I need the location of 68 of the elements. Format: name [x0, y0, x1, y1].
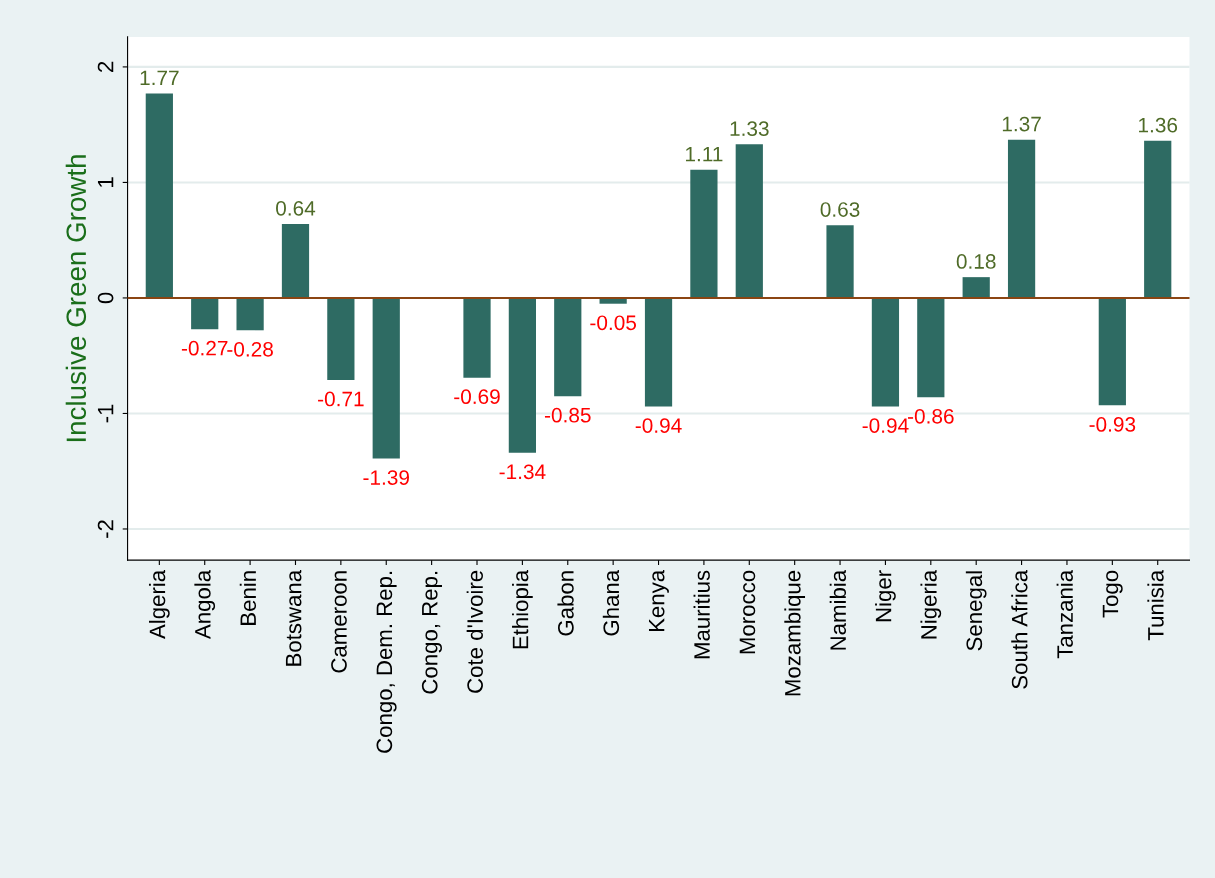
y-tick-label: 0 [97, 292, 114, 304]
x-tick-label: Botswana [285, 569, 302, 666]
bar [145, 93, 173, 298]
x-tick-label: Algeria [148, 569, 170, 640]
x-tick-label: Angola [194, 569, 216, 640]
x-tick-label: Mozambique [784, 570, 806, 696]
bar [191, 297, 219, 330]
x-tick-label: Togo [1102, 570, 1123, 618]
x-tick-label: Tunisia [1147, 569, 1164, 641]
data-label: 1.11 [686, 146, 723, 162]
x-tick-label: Nigeria [920, 569, 942, 639]
y-axis-title: Inclusive Green Growth [65, 155, 87, 442]
y-tick-label: 1 [97, 177, 114, 187]
data-label: 0.63 [820, 202, 860, 217]
bar [554, 297, 582, 397]
x-tick-label: Ethiopia [512, 569, 533, 649]
bar [735, 144, 763, 298]
data-label: -0.94 [635, 418, 682, 433]
data-label: -0.86 [908, 408, 954, 424]
bar [236, 297, 264, 331]
bar [1007, 139, 1036, 298]
data-label: -0.28 [227, 341, 273, 357]
data-label: -0.27 [181, 340, 228, 356]
bar [962, 277, 990, 298]
x-tick-label: Gabon [557, 571, 574, 636]
bar [917, 297, 945, 398]
bar [327, 297, 355, 380]
data-label: -1.39 [363, 470, 409, 485]
bar [1144, 140, 1172, 298]
data-label: 0.64 [276, 200, 316, 216]
bar [826, 225, 854, 298]
data-label: -0.85 [544, 407, 591, 423]
y-tick-label: -2 [97, 520, 114, 538]
bar [871, 297, 900, 407]
x-tick-label: Benin [239, 571, 257, 625]
bar [644, 297, 673, 407]
x-tick-label: Morocco [739, 570, 756, 654]
bar [1098, 297, 1126, 406]
x-tick-label: Kenya [648, 569, 669, 632]
x-tick-label: Senegal [965, 571, 987, 651]
data-label: -0.69 [454, 389, 500, 405]
bar [690, 169, 718, 298]
x-tick-label: Tanzania [1056, 569, 1073, 659]
bar [372, 297, 400, 459]
data-label: -0.05 [590, 315, 637, 331]
x-tick-label: Mauritius [693, 570, 710, 659]
data-label: 0.18 [956, 254, 996, 269]
data-label: 1.33 [730, 121, 769, 137]
bar [281, 224, 310, 298]
x-tick-label: Congo, Rep. [421, 571, 442, 694]
x-tick-label: Congo, Dem. Rep. [376, 571, 397, 753]
x-tick-label: Cote d'Ivoire [466, 570, 483, 693]
x-tick-label: Niger [875, 570, 896, 622]
x-tick-label: Cameroon [331, 571, 347, 673]
data-label: -0.93 [1089, 417, 1136, 432]
data-label: -1.34 [499, 464, 546, 480]
data-label: -0.71 [318, 391, 364, 407]
y-tick-label: 2 [97, 61, 114, 72]
data-label: -0.94 [862, 418, 909, 433]
x-tick-label: South Africa [1011, 569, 1028, 689]
data-label: 1.36 [1139, 117, 1178, 133]
data-label: 1.37 [1002, 116, 1041, 132]
data-label: 1.77 [140, 70, 179, 85]
y-tick-label: -1 [97, 404, 114, 423]
bar [463, 297, 491, 378]
bar [508, 297, 536, 453]
x-tick-label: Namibia [829, 569, 847, 650]
x-tick-label: Ghana [602, 569, 620, 636]
